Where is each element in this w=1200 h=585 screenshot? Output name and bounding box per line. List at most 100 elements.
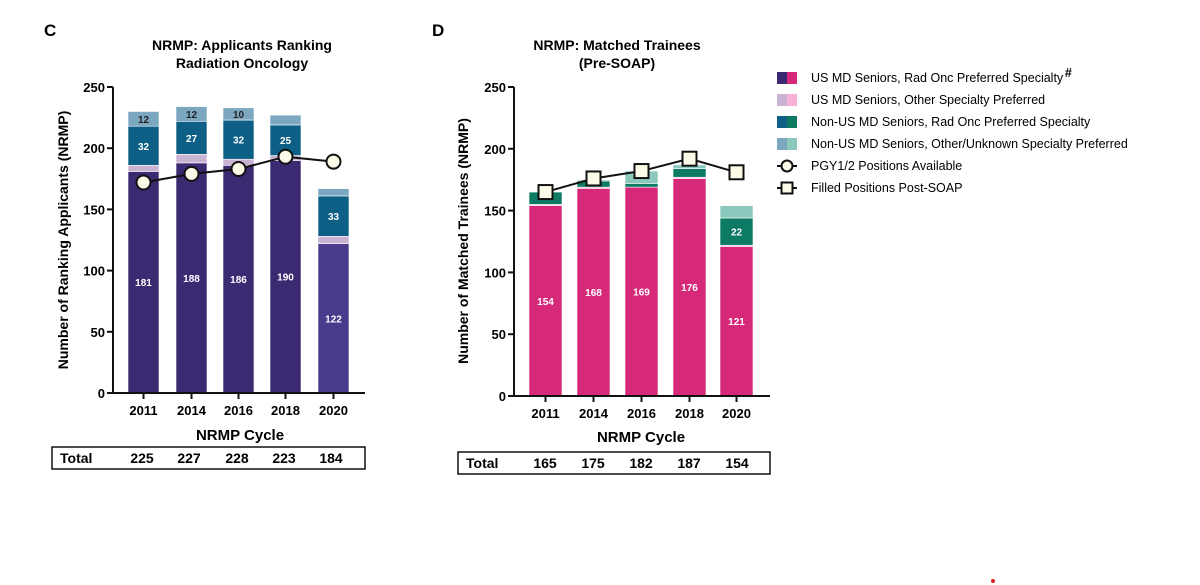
legend-superscript: # (1065, 66, 1072, 80)
chart-c-y-tick-label: 50 (91, 325, 105, 340)
chart-c-x-tick-label: 2016 (224, 403, 253, 418)
chart-d-title-line1: NRMP: Matched Trainees (533, 37, 700, 53)
chart-c-bar-value-label: 188 (183, 274, 200, 285)
chart-d-bar-value-label: 22 (731, 228, 743, 239)
chart-d-bar-segment (672, 178, 707, 397)
chart-c-x-axis-label: NRMP Cycle (196, 427, 284, 444)
chart-c-line-point-circle (135, 174, 152, 191)
chart-c-totals-label: Total (60, 450, 92, 466)
chart-c-bar-segment (222, 107, 255, 121)
chart-c-bar-segment (317, 188, 350, 197)
chart-c-bar-segment (317, 236, 350, 244)
legend-swatch (777, 138, 787, 150)
chart-d: 154 168 169 176 121 22 0 50 100 150 200 250 2011 2014… (457, 80, 771, 475)
chart-d-y-tick-label: 100 (484, 265, 506, 280)
legend-label: Non-US MD Seniors, Other/Unknown Special… (811, 137, 1128, 151)
chart-d-x-tick-label: 2016 (627, 406, 656, 421)
chart-c-total-value: 223 (272, 450, 296, 466)
chart-c-y-tick-label: 250 (83, 80, 105, 95)
chart-d-bar-value-label: 121 (728, 317, 745, 328)
chart-d-total-value: 182 (629, 455, 653, 471)
chart-c-bar-value-label: 10 (233, 110, 245, 121)
chart-c-line-point-circle (325, 153, 342, 170)
legend-swatch (787, 72, 797, 84)
chart-c-bar-segment (175, 106, 208, 122)
chart-d-bar-segment (719, 246, 754, 397)
legend-label: US MD Seniors, Other Specialty Preferred (811, 93, 1045, 107)
chart-d-totals-table (457, 451, 771, 475)
chart-d-y-tick-label: 150 (484, 204, 506, 219)
legend-label: Non-US MD Seniors, Rad Onc Preferred Spe… (811, 115, 1091, 129)
chart-d-y-tick-label: 0 (499, 389, 506, 404)
legend-swatch (787, 94, 797, 106)
chart-c-bar-segment (127, 171, 160, 394)
chart-c-line-point-circle (183, 165, 200, 182)
chart-d-y-tick-label: 250 (484, 80, 506, 95)
legend: US MD Seniors, Rad Onc Preferred Special… (777, 66, 1128, 195)
chart-c-bar-segment (317, 243, 350, 394)
chart-d-bar-value-label: 169 (633, 288, 650, 299)
chart-d-bar-segment (719, 205, 754, 219)
chart-c-bar-value-label: 33 (328, 212, 340, 223)
chart-d-y-axis-label: Number of Matched Trainees (NRMP) (455, 118, 471, 364)
chart-c-bar-segment (269, 114, 302, 126)
chart-d-bar-value-label: 154 (537, 297, 554, 308)
chart-c-x-tick-label: 2020 (319, 403, 348, 418)
chart-c-line-point-circle (277, 148, 294, 165)
chart-d-x-tick-label: 2020 (722, 406, 751, 421)
chart-c-bar-segment (317, 195, 350, 237)
legend-marker-square (780, 181, 794, 195)
chart-c-bar-value-label: 12 (186, 110, 198, 121)
chart-d-bar-value-label: 176 (681, 283, 698, 294)
chart-d-x-tick-label: 2011 (531, 406, 559, 421)
chart-d-bar-segment (719, 217, 754, 246)
chart-d-y-tick-label: 200 (484, 142, 506, 157)
chart-c-title-line1: NRMP: Applicants Ranking (152, 37, 332, 53)
chart-c-bar-value-label: 181 (135, 278, 152, 289)
chart-c-totals-table (51, 446, 366, 470)
chart-d-x-tick-label: 2014 (579, 406, 609, 421)
chart-d-line-point-square (585, 170, 602, 187)
chart-c-total-value: 227 (177, 450, 201, 466)
legend-swatch (787, 116, 797, 128)
legend-label: Filled Positions Post-SOAP (811, 181, 962, 195)
legend-swatch (777, 116, 787, 128)
red-dot-mark (991, 579, 995, 583)
chart-c-bar-segment (269, 160, 302, 394)
chart-d-x-axis-label: NRMP Cycle (597, 429, 685, 446)
legend-swatch (777, 94, 787, 106)
chart-c-bar-value-label: 186 (230, 275, 247, 286)
chart-c-y-tick-label: 0 (98, 386, 105, 401)
chart-d-bar-segment (528, 205, 563, 397)
legend-marker-circle (780, 159, 794, 173)
chart-c-title-line2: Radiation Oncology (176, 55, 308, 71)
chart-c-bar-segment (175, 154, 208, 164)
chart-c-bar-segment (127, 165, 160, 172)
chart-c-bar-value-label: 190 (277, 273, 294, 284)
chart-c-bar-value-label: 32 (138, 142, 150, 153)
chart-c-bar-value-label: 32 (233, 136, 245, 147)
chart-d-line-point-square (537, 184, 554, 201)
chart-c-y-tick-label: 150 (83, 202, 105, 217)
chart-c-total-value: 184 (319, 450, 343, 466)
chart-c-line-point-circle (230, 161, 247, 178)
chart-c-bar-segment (175, 120, 208, 155)
chart-c-bar-segment (127, 111, 160, 127)
chart-c: 181 32 12 188 27 12 186 32 10 190 25 122 33 0 50 100 150… (51, 80, 366, 470)
chart-c-y-tick-label: 100 (83, 264, 105, 279)
legend-swatch (787, 138, 797, 150)
chart-c-total-value: 225 (130, 450, 154, 466)
chart-c-bar-value-label: 122 (325, 314, 342, 325)
chart-d-title-line2: (Pre-SOAP) (579, 55, 655, 71)
legend-swatch (777, 72, 787, 84)
chart-c-bar-segment (127, 125, 160, 166)
chart-d-y-tick-label: 50 (492, 327, 506, 342)
chart-d-total-value: 187 (677, 455, 701, 471)
chart-d-bar-segment (624, 183, 659, 188)
chart-d-total-value: 175 (581, 455, 605, 471)
chart-d-totals-label: Total (466, 455, 498, 471)
chart-d-total-value: 154 (725, 455, 749, 471)
chart-d-bar-segment (672, 168, 707, 178)
chart-d-total-value: 165 (533, 455, 557, 471)
chart-d-line-point-square (633, 163, 650, 180)
